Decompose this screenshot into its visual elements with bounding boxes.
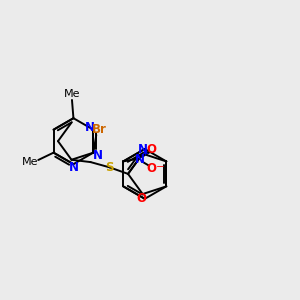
Text: Br: Br <box>92 123 107 136</box>
Text: O: O <box>147 143 157 156</box>
Text: S: S <box>106 161 114 174</box>
Text: O: O <box>147 162 157 175</box>
Text: Me: Me <box>22 158 38 167</box>
Text: +: + <box>141 149 148 158</box>
Text: Me: Me <box>64 89 80 99</box>
Text: N: N <box>138 143 148 156</box>
Text: −: − <box>156 162 164 172</box>
Text: N: N <box>68 161 78 174</box>
Text: N: N <box>134 153 144 166</box>
Text: N: N <box>92 149 103 162</box>
Text: O: O <box>136 192 146 205</box>
Text: N: N <box>85 121 94 134</box>
